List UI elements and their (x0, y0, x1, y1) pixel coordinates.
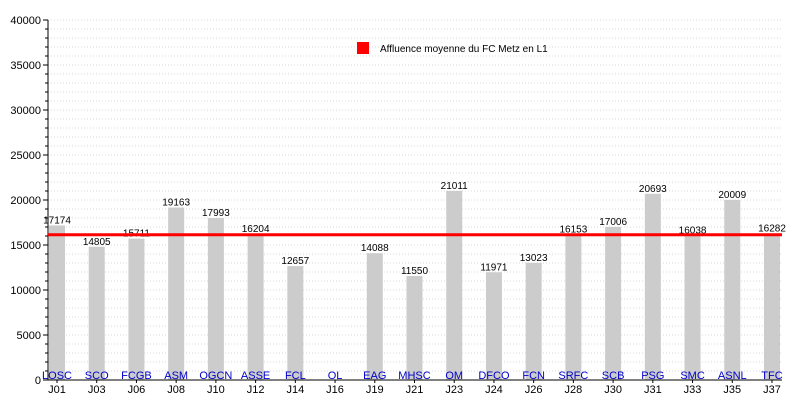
team-label: SCO (85, 370, 109, 382)
bar (88, 246, 105, 380)
team-label: TFC (761, 370, 782, 382)
x-tick-label: J31 (644, 384, 662, 396)
team-label: SMC (680, 370, 705, 382)
bar (406, 276, 423, 380)
data-label: 11550 (401, 266, 429, 277)
legend: Affluence moyenne du FC Metz en L1 (357, 42, 548, 55)
team-label: ASNL (718, 370, 747, 382)
x-tick-label: J12 (247, 384, 265, 396)
data-label: 20693 (639, 184, 667, 195)
data-label: 13023 (520, 253, 548, 264)
bar (485, 272, 502, 380)
x-tick-label: J23 (445, 384, 463, 396)
data-label: 11971 (480, 262, 508, 273)
team-label: SCB (602, 370, 625, 382)
y-tick-label: 10000 (10, 285, 41, 297)
x-tick-label: J35 (723, 384, 741, 396)
bar (128, 238, 145, 380)
x-tick-label: J21 (406, 384, 424, 396)
x-tick-label: J37 (763, 384, 781, 396)
bar (49, 225, 65, 380)
data-label: 17006 (599, 217, 627, 228)
data-label: 12657 (281, 256, 309, 267)
x-tick-label: J06 (128, 384, 146, 396)
y-tick-label: 0 (35, 375, 41, 387)
bar (207, 218, 224, 380)
x-tick-label: J10 (207, 384, 225, 396)
x-tick-label: J14 (286, 384, 304, 396)
y-tick-label: 25000 (10, 150, 41, 162)
y-tick-label: 35000 (10, 60, 41, 72)
x-tick-label: J19 (366, 384, 384, 396)
team-label: ASM (164, 370, 188, 382)
team-label: FCL (285, 370, 306, 382)
y-tick-label: 15000 (10, 240, 41, 252)
bar (605, 226, 622, 380)
team-label: LOSC (42, 370, 72, 382)
team-label: EAG (363, 370, 386, 382)
bar (724, 199, 741, 380)
x-tick-label: J26 (525, 384, 543, 396)
bar (247, 234, 264, 380)
bar (287, 266, 304, 380)
data-label: 17174 (43, 215, 71, 226)
bar (168, 207, 185, 380)
x-tick-label: J03 (88, 384, 106, 396)
y-tick-label: 20000 (10, 195, 41, 207)
legend-label: Affluence moyenne du FC Metz en L1 (380, 44, 548, 55)
team-label: OGCN (199, 370, 232, 382)
x-tick-label: J16 (326, 384, 344, 396)
data-label: 14088 (361, 243, 389, 254)
bar (684, 235, 701, 380)
team-label: OL (328, 370, 343, 382)
legend-swatch (357, 42, 369, 54)
data-label: 16038 (679, 226, 707, 237)
team-label: FCGB (121, 370, 152, 382)
bars (49, 190, 780, 380)
bar (446, 190, 463, 380)
bar (644, 193, 661, 380)
data-label: 16153 (559, 225, 587, 236)
bar (525, 262, 542, 380)
team-label: OM (445, 370, 463, 382)
data-label: 16282 (758, 223, 786, 234)
team-label: ASSE (241, 370, 270, 382)
data-label: 20009 (718, 190, 746, 201)
data-label: 19163 (162, 198, 190, 209)
y-tick-label: 5000 (17, 330, 41, 342)
team-label: PSG (641, 370, 664, 382)
team-label: MHSC (398, 370, 430, 382)
x-tick-label: J33 (684, 384, 702, 396)
x-tick-label: J28 (565, 384, 583, 396)
x-axis: J01 J03 J06 J08 J10 J12 J14 J16 J19 J21 J23 J24 J26 J… (48, 379, 782, 396)
data-label: 16204 (242, 224, 270, 235)
x-tick-label: J01 (48, 384, 66, 396)
x-tick-label: J30 (604, 384, 622, 396)
x-tick-label: J24 (485, 384, 503, 396)
team-label: FCN (522, 370, 545, 382)
y-tick-label: 30000 (10, 105, 41, 117)
team-label: DFCO (478, 370, 510, 382)
bar (366, 253, 383, 380)
bar (565, 234, 582, 380)
y-axis: 0 5000 10000 15000 20000 25000 30000 35000 40000 (10, 15, 49, 387)
x-tick-label: J08 (167, 384, 185, 396)
bar (764, 233, 780, 380)
data-label: 17993 (202, 208, 230, 219)
team-label: SRFC (558, 370, 588, 382)
data-label: 21011 (441, 181, 469, 192)
data-label: 14805 (83, 237, 111, 248)
y-tick-label: 40000 (10, 15, 41, 27)
